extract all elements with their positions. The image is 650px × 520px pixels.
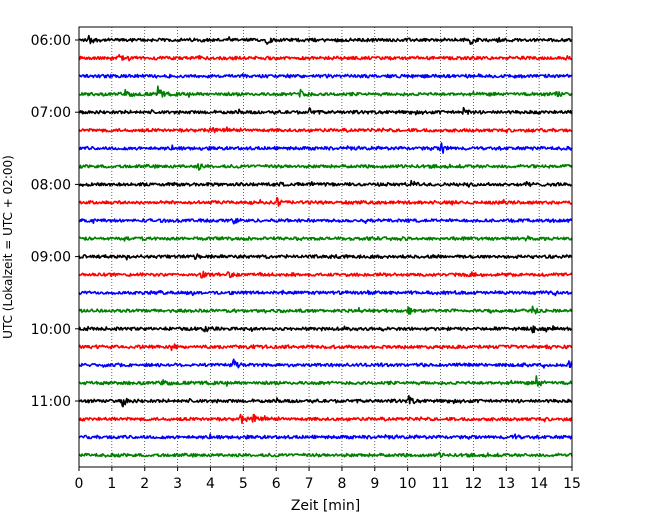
trace-0700: [78, 106, 573, 116]
x-tick-label: 7: [305, 476, 314, 492]
x-tick-label: 9: [370, 476, 379, 492]
trace-0900: [78, 253, 573, 261]
trace-0800: [78, 179, 573, 188]
y-axis-label: UTC (Lokalzeit = UTC + 02:00): [1, 155, 15, 339]
trace-1100: [78, 394, 573, 408]
trace-0915: [78, 270, 573, 279]
x-tick-label: 6: [272, 476, 281, 492]
x-tick-label: 4: [206, 476, 215, 492]
x-tick-label: 0: [75, 476, 84, 492]
x-tick-label: 8: [337, 476, 346, 492]
x-gridlines: [111, 27, 540, 467]
trace-1030: [78, 358, 573, 369]
y-tick-label: 11:00: [31, 394, 71, 410]
y-tick-label: 09:00: [31, 250, 71, 266]
trace-1115: [78, 413, 573, 425]
x-tick-label: 12: [464, 476, 482, 492]
trace-0630: [78, 73, 573, 79]
trace-0730: [78, 142, 573, 154]
x-tick-label: 15: [563, 476, 581, 492]
x-axis-ticks: 0 1 2 3 4 5 6 7 8 9 10 11 12 13 14 15: [75, 467, 581, 492]
y-tick-label: 07:00: [31, 105, 71, 121]
x-tick-label: 1: [107, 476, 116, 492]
x-tick-label: 10: [399, 476, 417, 492]
x-tick-label: 11: [432, 476, 450, 492]
trace-series: [78, 34, 573, 458]
trace-0745: [78, 163, 573, 171]
trace-0645: [78, 85, 573, 98]
trace-0945: [78, 305, 573, 315]
x-tick-label: 3: [173, 476, 182, 492]
plot-frame: [78, 26, 573, 468]
x-tick-label: 14: [530, 476, 548, 492]
y-tick-label: 06:00: [31, 33, 71, 49]
trace-0600: [78, 34, 573, 46]
y-axis-ticks: 06:00 07:00 08:00 09:00 10:00 11:00: [31, 33, 79, 410]
trace-0815: [78, 196, 573, 207]
trace-1000: [78, 325, 573, 334]
x-tick-label: 13: [497, 476, 515, 492]
trace-0715: [78, 126, 573, 134]
trace-1015: [78, 343, 573, 352]
trace-0930: [78, 289, 573, 297]
x-tick-label: 2: [140, 476, 149, 492]
x-axis-label: Zeit [min]: [291, 498, 360, 514]
trace-1145: [78, 451, 573, 458]
x-tick-label: 5: [239, 476, 248, 492]
trace-1045: [78, 375, 573, 387]
trace-1130: [78, 433, 573, 440]
y-tick-label: 10:00: [31, 322, 71, 338]
y-tick-label: 08:00: [31, 177, 71, 193]
trace-0830: [78, 217, 573, 225]
trace-0845: [78, 235, 573, 242]
trace-0615: [78, 53, 573, 62]
